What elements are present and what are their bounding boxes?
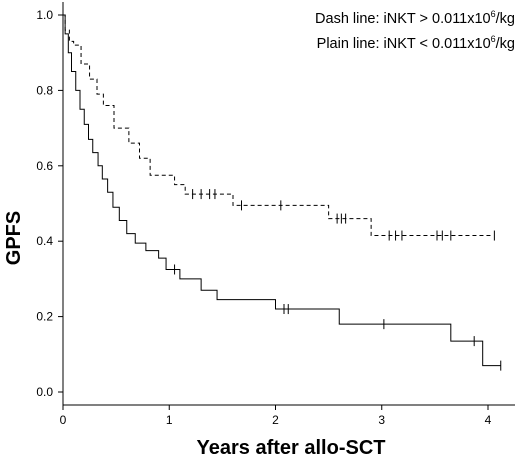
x-tick-label: 2: [272, 413, 279, 427]
legend-dash-line: Dash line: iNKT > 0.011x106/kg: [315, 9, 515, 27]
x-tick-label: 4: [485, 413, 492, 427]
dashed-survival-series: [63, 14, 495, 241]
y-tick-label: 1.0: [36, 8, 53, 22]
y-tick-label: 0.2: [36, 310, 53, 324]
y-axis-title: GPFS: [3, 211, 25, 265]
y-tick-label: 0.4: [36, 234, 53, 248]
legend-plain-sup: 6: [491, 34, 496, 44]
y-tick-label: 0.8: [36, 83, 53, 97]
dashed-survival-line: [63, 14, 494, 237]
series-layer: [63, 14, 502, 371]
x-tick-label: 0: [60, 413, 67, 427]
y-axis-ticks: 0.0 0.2 0.4 0.6 0.8 1.0: [36, 8, 63, 399]
legend-dash-prefix: Dash line: iNKT > 0.011x10: [315, 11, 491, 27]
x-axis-ticks: 0 1 2 3 4: [60, 405, 492, 427]
x-tick-label: 3: [378, 413, 385, 427]
legend: Dash line: iNKT > 0.011x106/kg Plain lin…: [315, 9, 515, 52]
x-tick-label: 1: [166, 413, 173, 427]
y-tick-label: 0.6: [36, 159, 53, 173]
legend-plain-line: Plain line: iNKT < 0.011x106/kg: [317, 34, 515, 52]
y-tick-label: 0.0: [36, 385, 53, 399]
legend-plain-prefix: Plain line: iNKT < 0.011x10: [317, 36, 491, 52]
x-axis-title: Years after allo-SCT: [197, 437, 386, 459]
legend-plain-suffix: /kg: [496, 36, 515, 52]
solid-survival-series: [63, 14, 502, 371]
legend-dash-suffix: /kg: [496, 11, 515, 27]
solid-survival-line: [63, 14, 501, 367]
legend-dash-sup: 6: [491, 9, 496, 19]
